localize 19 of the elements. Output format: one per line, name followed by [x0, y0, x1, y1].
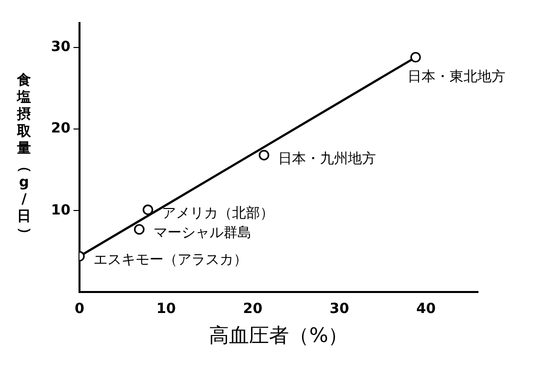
y-tick-label: 10 [51, 202, 71, 218]
x-tick-label: 10 [156, 301, 176, 318]
x-tick-label: 0 [74, 301, 85, 318]
y-tick-label: 20 [51, 120, 71, 137]
text: 食塩摂取量（g/日） [16, 72, 32, 242]
point [258, 150, 270, 160]
annotation: 日本・九州地方 [278, 150, 376, 167]
annotation: 日本・東北地方 [408, 68, 506, 85]
x-tick-label: 20 [243, 301, 263, 318]
annotation: エスキモー（アラスカ） [93, 252, 248, 268]
y-tick-label: 30 [51, 39, 71, 56]
point [142, 204, 154, 216]
x-axis-title: 高血圧者（%） [209, 323, 348, 348]
x-tick-label: 30 [330, 301, 350, 318]
point [134, 224, 145, 235]
annotation: アメリカ（北部） [162, 205, 274, 222]
annotation: マーシャル群島 [153, 225, 252, 242]
x-tick-label: 40 [416, 301, 436, 318]
point [410, 52, 421, 63]
